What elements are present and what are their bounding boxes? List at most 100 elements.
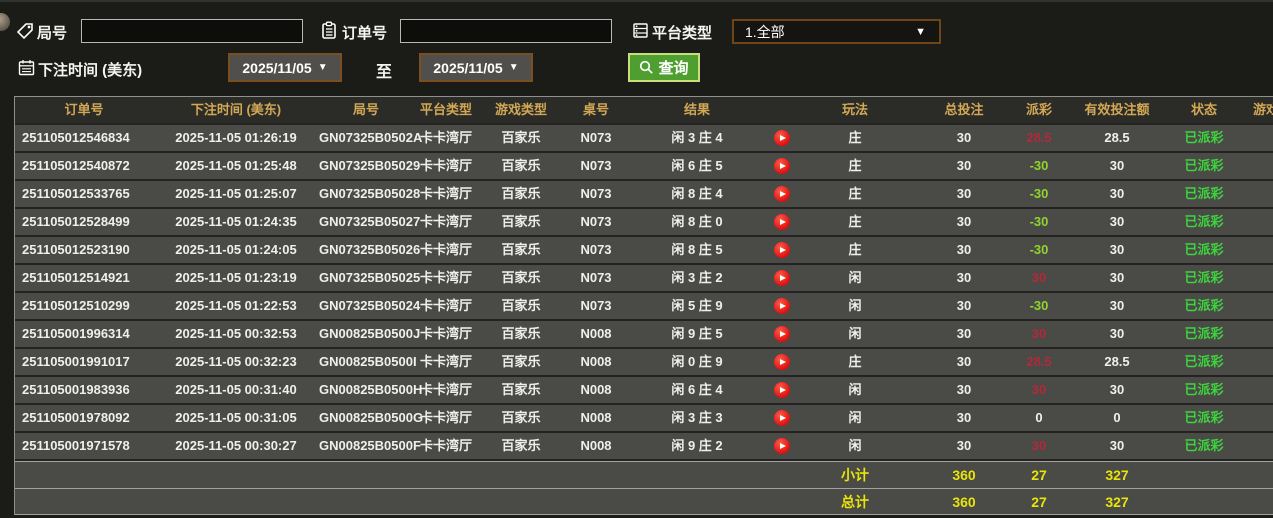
replay-play-button[interactable] bbox=[774, 157, 790, 174]
platform-type-select[interactable]: 1.全部 ▼ bbox=[732, 19, 941, 44]
replay-play-button[interactable] bbox=[774, 213, 790, 230]
cell-replay bbox=[765, 349, 799, 375]
cell-game-type: 百家乐 bbox=[501, 382, 541, 397]
cell-game-type: 百家乐 bbox=[501, 130, 541, 145]
cell-bet-time: 2025-11-05 00:30:27 bbox=[175, 438, 297, 453]
date-from-button[interactable]: 2025/11/05 ▼ bbox=[228, 53, 342, 82]
cell-table-no: N073 bbox=[580, 298, 612, 313]
cell-result: 闲 8 庄 4 bbox=[671, 186, 723, 201]
header-total-bet: 总投注 bbox=[944, 102, 984, 117]
cell-replay bbox=[765, 433, 799, 459]
cell-game-no: GN00825B0500F bbox=[319, 438, 421, 453]
cell-replay bbox=[765, 321, 799, 347]
cell-replay bbox=[765, 125, 799, 151]
play-icon bbox=[780, 330, 786, 337]
cell-platform-type: 卡卡湾厅 bbox=[419, 298, 472, 313]
cell-valid-bet: 30 bbox=[1109, 158, 1125, 173]
cell-table-no: N008 bbox=[580, 438, 612, 453]
cell-bet-time: 2025-11-05 00:32:23 bbox=[175, 354, 297, 369]
cell-valid-bet: 30 bbox=[1109, 186, 1125, 201]
cell-valid-bet: 30 bbox=[1109, 214, 1125, 229]
cell-valid-bet: 28.5 bbox=[1104, 130, 1130, 145]
replay-play-button[interactable] bbox=[774, 241, 790, 258]
grand-total-row-total-bet: 360 bbox=[952, 493, 976, 510]
date-to-value: 2025/11/05 bbox=[433, 59, 503, 76]
order-no-input[interactable] bbox=[400, 19, 612, 43]
table-row: 251105012540872 2025-11-05 01:25:48 GN0732… bbox=[15, 153, 1273, 181]
cell-status: 已派彩 bbox=[1184, 186, 1224, 201]
cell-game-type: 百家乐 bbox=[501, 298, 541, 313]
table-row: 251105012546834 2025-11-05 01:26:19 GN0732… bbox=[15, 125, 1273, 153]
cell-payout: -30 bbox=[1029, 214, 1049, 229]
filter-bar: 局号 订单号 平台类型 1.全部 ▼ 下注时间 (美东) 2025/11/05 … bbox=[0, 0, 1273, 96]
table-row: 251105012528499 2025-11-05 01:24:35 GN0732… bbox=[15, 209, 1273, 237]
table-row: 251105012510299 2025-11-05 01:22:53 GN0732… bbox=[15, 293, 1273, 321]
cell-total-bet: 30 bbox=[956, 298, 972, 313]
edge-partial-circle bbox=[0, 13, 10, 31]
play-icon bbox=[780, 414, 786, 421]
cell-play-type: 庄 bbox=[848, 242, 862, 257]
cell-replay bbox=[765, 153, 799, 179]
cell-platform-type: 卡卡湾厅 bbox=[419, 242, 472, 257]
replay-play-button[interactable] bbox=[774, 409, 790, 426]
replay-play-button[interactable] bbox=[774, 185, 790, 202]
cell-payout: -30 bbox=[1029, 298, 1049, 313]
cell-game-no: GN07325B05029 bbox=[319, 158, 421, 173]
cell-platform-type: 卡卡湾厅 bbox=[419, 214, 472, 229]
play-icon bbox=[780, 442, 786, 449]
cell-bet-time: 2025-11-05 01:24:05 bbox=[175, 242, 297, 257]
play-icon bbox=[780, 246, 786, 253]
grand-total-row-valid-bet: 327 bbox=[1105, 493, 1129, 510]
cell-status: 已派彩 bbox=[1184, 354, 1224, 369]
cell-payout: -30 bbox=[1029, 158, 1049, 173]
date-to-button[interactable]: 2025/11/05 ▼ bbox=[419, 53, 533, 82]
cell-result: 闲 9 庄 2 bbox=[671, 438, 723, 453]
cell-status: 已派彩 bbox=[1184, 158, 1224, 173]
cell-platform-type: 卡卡湾厅 bbox=[419, 382, 472, 397]
subtotal-row-total-bet: 360 bbox=[952, 467, 976, 483]
cell-play-type: 庄 bbox=[848, 354, 862, 369]
cell-play-type: 闲 bbox=[848, 270, 862, 285]
cell-platform-type: 卡卡湾厅 bbox=[419, 354, 472, 369]
subtotal-row-valid-bet: 327 bbox=[1105, 467, 1129, 483]
cell-game-no: GN07325B05025 bbox=[319, 270, 421, 285]
replay-play-button[interactable] bbox=[774, 325, 790, 342]
cell-payout: 30 bbox=[1031, 438, 1047, 453]
cell-bet-time: 2025-11-05 01:24:35 bbox=[175, 214, 297, 229]
cell-order-no: 251105012540872 bbox=[22, 158, 130, 173]
header-result: 结果 bbox=[683, 102, 710, 117]
replay-play-button[interactable] bbox=[774, 269, 790, 286]
cell-valid-bet: 30 bbox=[1109, 270, 1125, 285]
cell-table-no: N073 bbox=[580, 242, 612, 257]
header-order-no: 订单号 bbox=[64, 102, 104, 117]
cell-total-bet: 30 bbox=[956, 382, 972, 397]
cell-total-bet: 30 bbox=[956, 354, 972, 369]
clipboard-icon bbox=[322, 21, 336, 39]
game-no-input[interactable] bbox=[81, 19, 303, 43]
cell-order-no: 251105001983936 bbox=[22, 382, 130, 397]
cell-order-no: 251105001996314 bbox=[22, 326, 130, 341]
replay-play-button[interactable] bbox=[774, 437, 790, 454]
cell-result: 闲 0 庄 9 bbox=[671, 354, 723, 369]
header-play-type: 玩法 bbox=[841, 102, 868, 117]
query-button[interactable]: 查询 bbox=[628, 53, 700, 82]
cell-play-type: 闲 bbox=[848, 410, 862, 425]
replay-play-button[interactable] bbox=[774, 381, 790, 398]
cell-valid-bet: 30 bbox=[1109, 242, 1125, 257]
replay-play-button[interactable] bbox=[774, 353, 790, 370]
header-game-type: 游戏类型 bbox=[494, 102, 547, 117]
cell-play-type: 闲 bbox=[848, 382, 862, 397]
cell-bet-time: 2025-11-05 01:23:19 bbox=[175, 270, 297, 285]
cell-game-type: 百家乐 bbox=[501, 326, 541, 341]
cell-table-no: N073 bbox=[580, 214, 612, 229]
cell-table-no: N073 bbox=[580, 270, 612, 285]
cell-game-no: GN00825B0500H bbox=[319, 382, 423, 397]
window-top-edge bbox=[0, 0, 1273, 2]
cell-game-type: 百家乐 bbox=[501, 214, 541, 229]
cell-result: 闲 9 庄 5 bbox=[671, 326, 723, 341]
cell-status: 已派彩 bbox=[1184, 326, 1224, 341]
replay-play-button[interactable] bbox=[774, 297, 790, 314]
replay-play-button[interactable] bbox=[774, 129, 790, 146]
cell-order-no: 251105012528499 bbox=[22, 214, 130, 229]
cell-valid-bet: 28.5 bbox=[1104, 354, 1130, 369]
